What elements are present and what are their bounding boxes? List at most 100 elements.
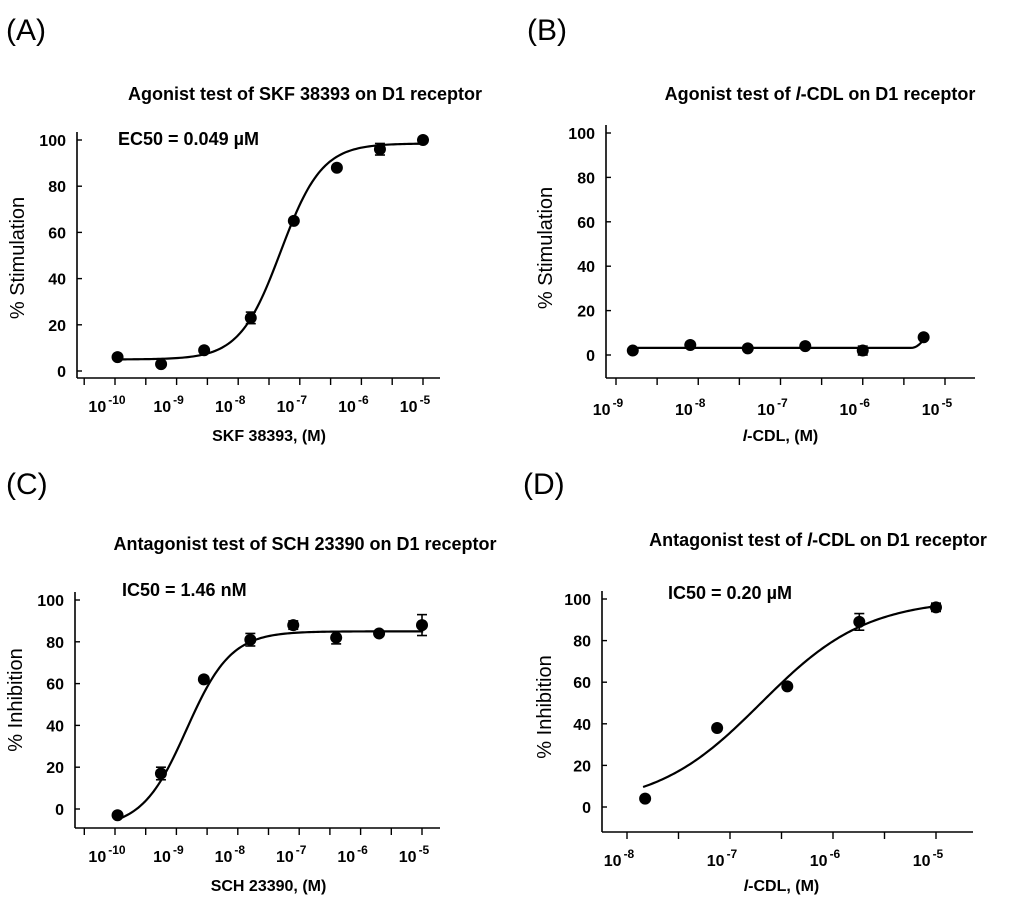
data-point: [155, 358, 168, 371]
data-point: [781, 680, 794, 693]
data-point: [917, 331, 930, 344]
x-tick-label: 10 -7: [276, 843, 307, 866]
chart-title: Agonist test of SKF 38393 on D1 receptor: [128, 84, 482, 104]
fit-curve: [642, 604, 939, 789]
x-tick-label: 10 -5: [922, 396, 953, 419]
data-point: [799, 340, 812, 353]
x-axis-label: l-CDL, (M): [744, 878, 820, 895]
y-tick-label: 40: [48, 272, 66, 289]
fit-curve: [631, 336, 927, 349]
y-tick-label: 100: [37, 593, 64, 610]
chart-title: Agonist test of l-CDL on D1 receptor: [665, 84, 976, 104]
fit-curve: [116, 142, 425, 361]
x-tick-label: 10 -7: [707, 847, 738, 870]
chart-b-svg: Agonist test of l-CDL on D1 receptor 0 20 4…: [535, 84, 976, 445]
y-tick-label: 20: [48, 318, 66, 335]
y-tick-label: 80: [48, 179, 66, 196]
y-tick-label: 0: [586, 348, 595, 365]
y-tick-label: 20: [46, 760, 64, 777]
panel-letter: (C): [6, 468, 48, 501]
x-tick-label: 10 -5: [913, 847, 944, 870]
data-point: [639, 792, 652, 805]
x-tick-label: 10 -6: [840, 396, 871, 419]
y-tick-label: 0: [582, 800, 591, 817]
panel-b: (B) Agonist test of l-CDL on D1 receptor…: [513, 0, 1026, 450]
x-tick-label: 10 -10: [88, 393, 125, 416]
data-point: [741, 342, 754, 355]
data-point: [417, 134, 429, 146]
y-axis-label: % Inhibition: [5, 648, 27, 751]
data-point: [416, 619, 428, 632]
x-tick-label: 10 -7: [277, 393, 308, 416]
y-axis-label: % Stimulation: [535, 187, 557, 309]
y-tick-label: 80: [46, 635, 64, 652]
y-tick-label: 40: [46, 718, 64, 735]
x-tick-label: 10 -9: [153, 393, 184, 416]
chart-d-svg: Antagonist test of l-CDL on D1 receptor 0…: [534, 530, 987, 895]
y-tick-label: 60: [46, 677, 64, 694]
x-axis-label: SCH 23390, (M): [211, 878, 327, 895]
data-point: [856, 344, 869, 357]
x-tick-label: 10 -8: [215, 393, 246, 416]
data-point: [330, 161, 343, 174]
y-tick-label: 100: [564, 592, 591, 609]
y-tick-label: 100: [39, 133, 66, 150]
x-tick-label: 10 -8: [675, 396, 706, 419]
data-point: [711, 721, 724, 734]
x-tick-label: 10 -9: [153, 843, 184, 866]
data-point: [198, 344, 211, 357]
data-point: [853, 615, 866, 628]
y-tick-label: 60: [48, 225, 66, 242]
data-point: [684, 339, 697, 352]
chart-annotation: EC50 = 0.049 µM: [118, 129, 259, 149]
panel-letter: (A): [6, 14, 46, 47]
chart-c-svg: Antagonist test of SCH 23390 on D1 recep…: [5, 534, 497, 895]
data-point: [244, 633, 257, 646]
x-tick-label: 10 -10: [88, 843, 125, 866]
x-tick-label: 10 -5: [400, 393, 431, 416]
x-tick-label: 10 -5: [399, 843, 430, 866]
panel-c: (C) Antagonist test of SCH 23390 on D1 r…: [0, 450, 513, 900]
data-point: [930, 601, 942, 614]
x-tick-label: 10 -7: [757, 396, 788, 419]
x-tick-label: 10 -9: [593, 396, 624, 419]
y-axis-label: % Stimulation: [7, 197, 29, 319]
panel-d: (D) Antagonist test of l-CDL on D1 recep…: [513, 450, 1026, 900]
data-point: [154, 767, 167, 780]
fit-curve: [115, 630, 424, 821]
x-axis-label: l-CDL, (M): [743, 428, 819, 445]
x-tick-label: 10 -6: [337, 843, 368, 866]
chart-a-svg: Agonist test of SKF 38393 on D1 receptor…: [7, 84, 482, 445]
panel-a: (A) Agonist test of SKF 38393 on D1 rece…: [0, 0, 513, 450]
data-point: [330, 631, 343, 644]
y-axis-label: % Inhibition: [534, 655, 556, 758]
data-point: [244, 311, 257, 324]
y-tick-label: 80: [573, 634, 591, 651]
chart-title: Antagonist test of SCH 23390 on D1 recep…: [113, 534, 496, 554]
x-tick-label: 10 -8: [215, 843, 246, 866]
data-point: [111, 809, 124, 822]
x-tick-label: 10 -6: [338, 393, 369, 416]
data-point: [373, 143, 386, 156]
x-tick-label: 10 -8: [604, 847, 635, 870]
chart-title: Antagonist test of l-CDL on D1 receptor: [649, 530, 987, 550]
data-point: [373, 627, 386, 640]
panel-letter: (B): [527, 14, 567, 47]
y-tick-label: 20: [577, 304, 595, 321]
y-tick-label: 60: [577, 215, 595, 232]
x-axis-label: SKF 38393, (M): [212, 428, 326, 445]
y-tick-label: 40: [577, 259, 595, 276]
data-point: [111, 351, 124, 364]
y-tick-label: 20: [573, 758, 591, 775]
data-point: [287, 214, 300, 227]
y-tick-label: 40: [573, 717, 591, 734]
x-tick-label: 10 -6: [810, 847, 841, 870]
chart-annotation: IC50 = 1.46 nM: [122, 580, 247, 600]
chart-annotation: IC50 = 0.20 µM: [668, 583, 792, 603]
y-tick-label: 0: [55, 802, 64, 819]
y-tick-label: 100: [568, 126, 595, 143]
data-point: [626, 344, 639, 357]
panel-letter: (D): [523, 468, 565, 501]
y-tick-label: 0: [57, 364, 66, 381]
data-point: [197, 673, 210, 686]
